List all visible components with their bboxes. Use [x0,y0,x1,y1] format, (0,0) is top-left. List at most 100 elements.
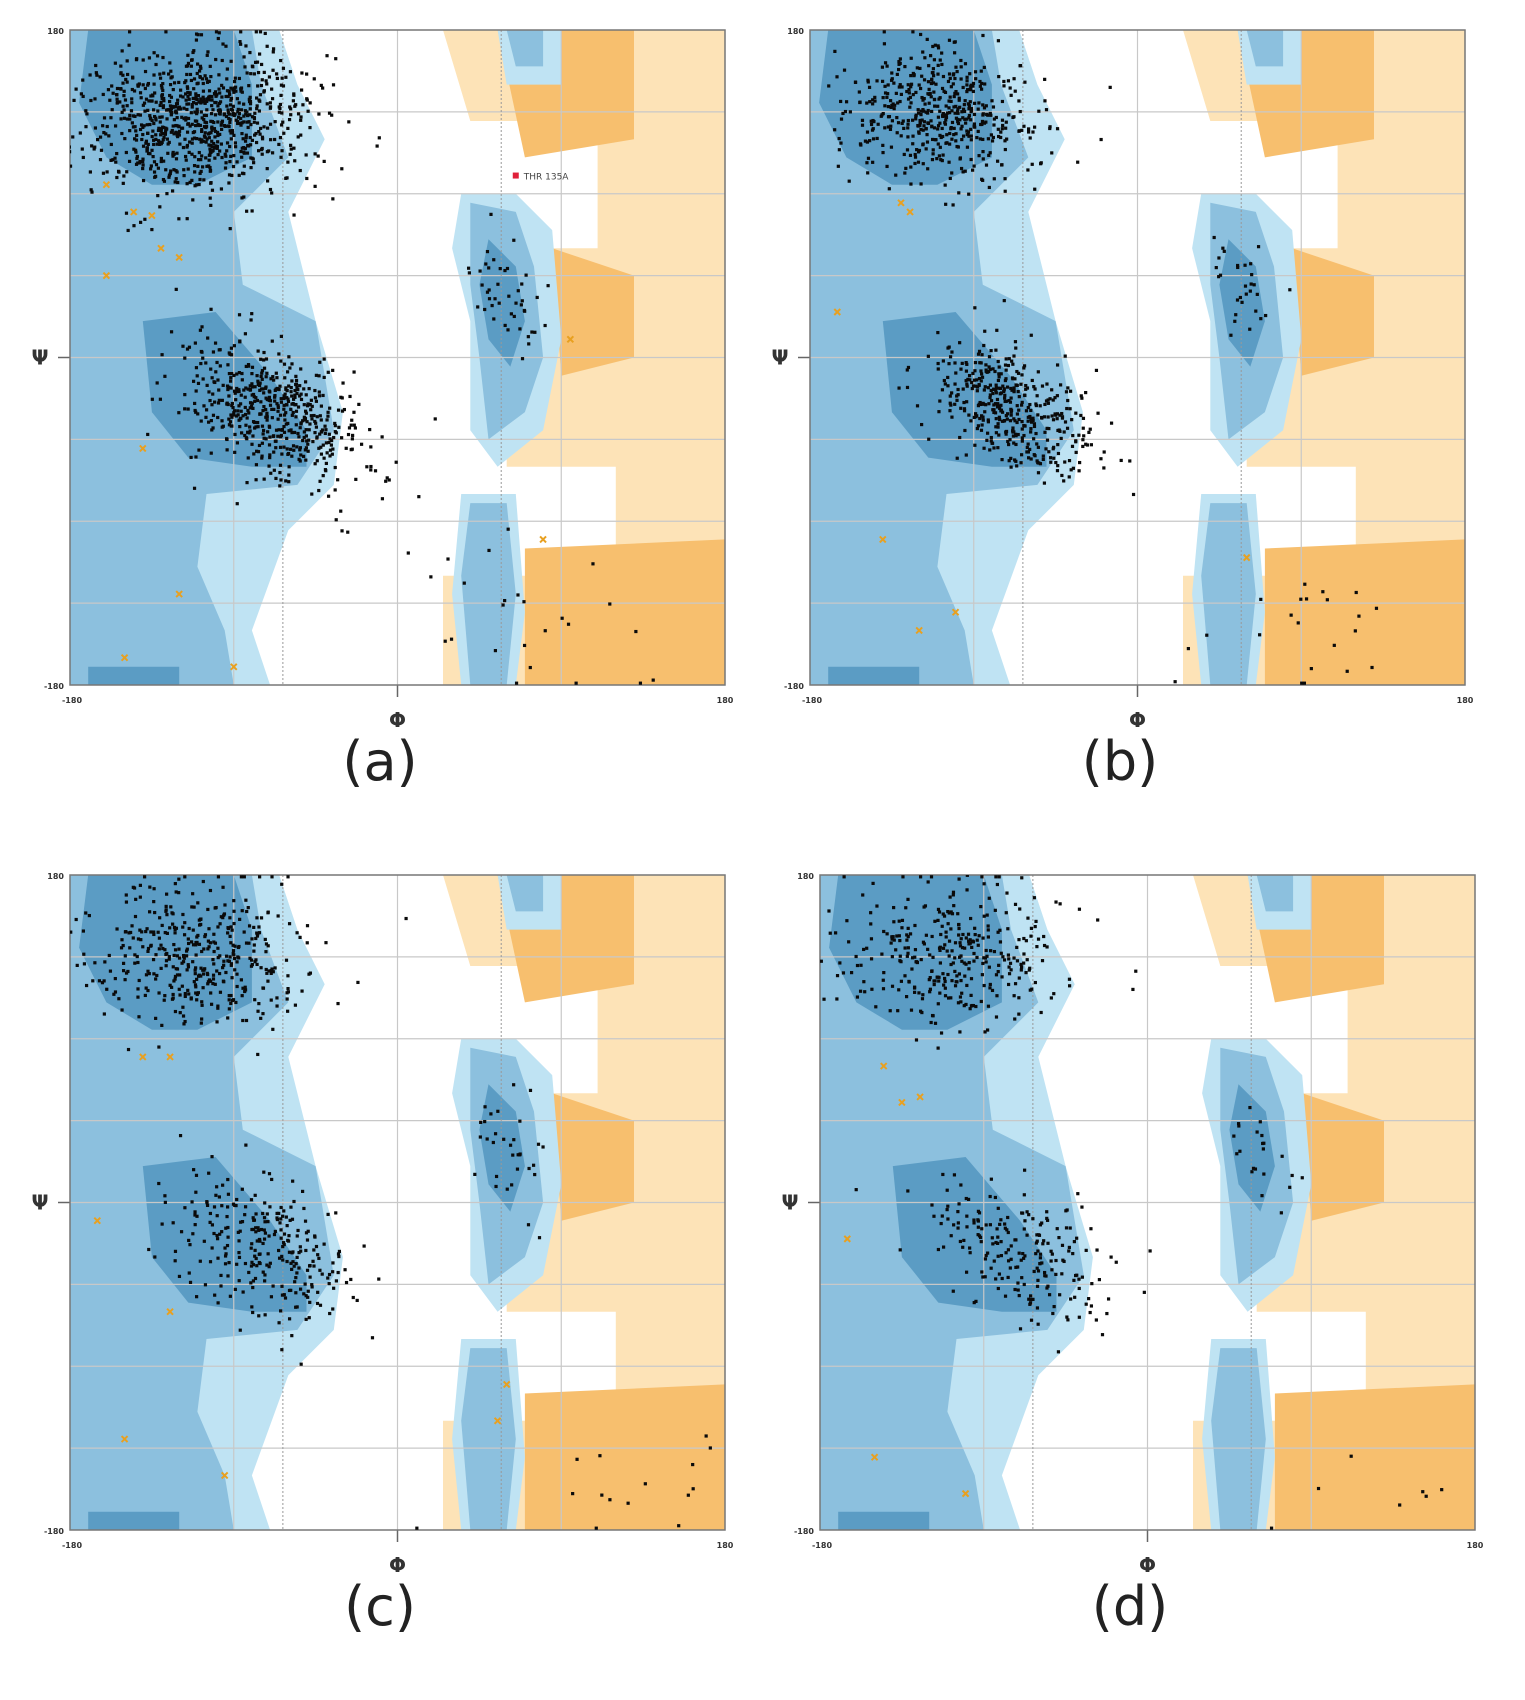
residue-point [1024,387,1028,391]
residue-point [262,477,266,481]
residue-point [964,1002,968,1007]
residue-point [146,108,150,112]
residue-point [243,139,248,143]
residue-point [149,167,153,171]
favored-region [1229,1084,1275,1212]
residue-point [244,112,248,116]
residue-point [162,179,167,183]
residue-point [634,629,638,634]
residue-point [107,953,111,958]
residue-point [222,959,226,963]
residue-point [1054,1258,1058,1263]
residue-point [492,258,496,262]
residue-point [192,77,197,81]
residue-point [936,367,940,371]
residue-point [999,1218,1003,1222]
residue-point [274,446,278,450]
residue-point [319,404,323,408]
residue-point [212,127,217,131]
residue-point [194,92,198,96]
residue-point [533,1172,537,1177]
residue-point [183,154,188,159]
residue-point [213,90,218,94]
residue-point [913,161,917,166]
residue-point [332,435,336,440]
residue-point [790,948,793,951]
residue-point [900,85,904,89]
residue-point [1036,1322,1040,1326]
residue-point [154,1016,158,1020]
residue-point [194,455,198,459]
residue-point [257,931,262,935]
residue-point [247,924,252,928]
residue-point [369,445,373,449]
residue-point [963,169,967,173]
residue-point [279,400,283,404]
residue-point [983,410,987,414]
residue-point [918,66,922,71]
residue-point [205,53,209,57]
residue-point [292,93,296,97]
residue-point [1238,1149,1242,1153]
residue-point [1020,373,1024,377]
residue-point [221,1183,225,1187]
residue-point [1013,902,1018,906]
residue-point [1003,396,1007,400]
residue-point [315,1301,320,1306]
residue-point [932,1214,936,1218]
residue-point [914,114,918,119]
residue-point [1296,621,1300,625]
residue-point [1081,444,1085,449]
residue-point [462,581,466,585]
residue-point [209,307,213,311]
residue-point [325,54,329,58]
residue-point [193,983,198,987]
residue-point [965,888,969,892]
residue-point [233,968,237,972]
residue-point [905,954,909,958]
residue-point [256,425,260,429]
residue-point [232,411,236,415]
residue-point [974,384,978,388]
residue-point [231,405,235,410]
residue-point [1035,1306,1040,1310]
residue-point [304,428,308,432]
residue-point [291,1250,295,1254]
residue-point [1289,613,1293,617]
residue-point [257,1252,261,1256]
residue-point [152,108,156,112]
residue-point [289,1205,293,1209]
residue-point [223,166,228,170]
residue-point [286,160,290,164]
favored-region [838,1511,930,1530]
residue-point [1003,363,1008,367]
residue-point [1039,161,1043,165]
residue-point [1006,79,1011,83]
residue-point [199,169,203,174]
residue-point [237,371,241,375]
residue-point [279,1236,283,1240]
residue-point [1050,388,1054,392]
residue-point [264,942,269,946]
residue-point [1007,442,1011,447]
residue-point [250,372,254,376]
residue-point [961,387,965,391]
residue-point [300,88,304,92]
residue-point [994,383,998,387]
residue-point [936,918,940,923]
residue-point [288,366,292,370]
residue-point [309,414,313,418]
residue-point [194,95,198,99]
residue-point [1075,1236,1079,1240]
residue-point [941,972,945,976]
residue-point [1031,416,1035,420]
residue-point [365,465,369,469]
residue-point [996,378,1001,383]
glycine-point [139,1053,147,1061]
residue-point [947,954,951,958]
residue-point [208,941,212,945]
residue-point [214,905,218,910]
residue-point [936,104,940,108]
residue-point [234,89,238,93]
y-tick-label: -180 [44,682,64,691]
